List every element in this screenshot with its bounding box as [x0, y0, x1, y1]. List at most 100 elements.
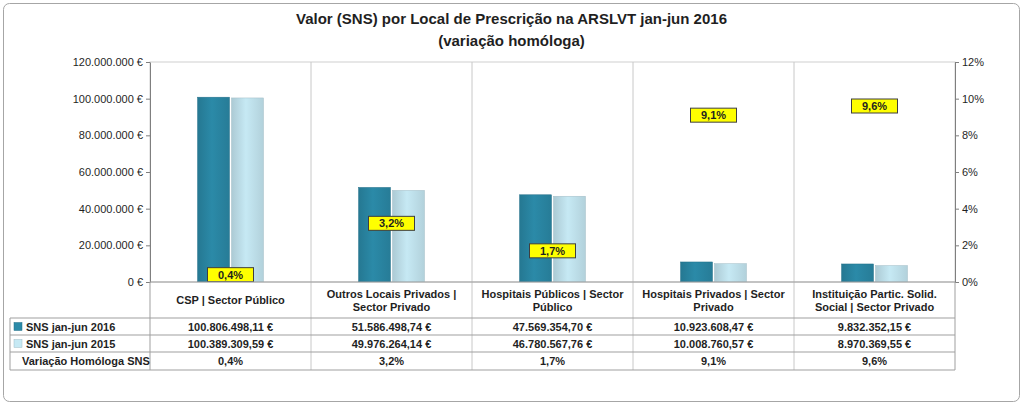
variation-box [852, 99, 898, 113]
variation-box [369, 216, 415, 230]
y2-tick: 8% [955, 129, 978, 141]
y-tick-mark [146, 172, 150, 173]
column-separator [472, 62, 473, 370]
y-tick-mark [146, 135, 150, 136]
table-rule [955, 282, 956, 370]
y-tick-label: 120.000.000 € [73, 56, 143, 68]
y-axis: 0 € 20.000.000 € 40.000.000 € 60.000.000 € 8… [73, 56, 151, 288]
y2-tick-label: 4% [962, 203, 978, 215]
table-value: 46.780.567,76 € [513, 338, 593, 350]
bar [393, 190, 425, 282]
y2-tick-label: 0% [962, 276, 978, 288]
category-label: Outros Locais Privados |Sector Privado [327, 288, 457, 313]
bar [520, 195, 552, 282]
table-value: 49.976.264,14 € [352, 338, 432, 350]
bar [842, 264, 874, 282]
category-label: Hospitais Privados | SectorPrivado [642, 288, 785, 313]
category-label: Hospitais Públicos | SectorPúblico [482, 288, 625, 313]
legend-swatch [14, 323, 22, 331]
y-tick-label: 0 € [128, 276, 143, 288]
y-tick: 20.000.000 € [79, 239, 150, 251]
table-rule [10, 370, 955, 371]
series-name: Variação Homóloga SNS [22, 355, 150, 367]
legend-swatch [14, 340, 22, 348]
variation-box [691, 108, 737, 122]
table-value: 0,4% [218, 355, 243, 367]
y-tick-label: 40.000.000 € [79, 203, 143, 215]
table-value: 10.008.760,57 € [674, 338, 754, 350]
column-separator [794, 62, 795, 370]
table-value: 8.970.369,55 € [838, 338, 911, 350]
y2-tick: 2% [955, 239, 978, 251]
table-rule [10, 318, 11, 370]
table-value: 3,2% [379, 355, 404, 367]
y-tick-label: 20.000.000 € [79, 239, 143, 251]
bar [198, 97, 230, 282]
variation-box [530, 244, 576, 258]
subtitle: (variação homóloga) [438, 32, 585, 49]
series-name: SNS jan-jun 2015 [26, 338, 115, 350]
bar [876, 266, 908, 282]
variation-label: 1,7% [540, 245, 565, 257]
variation-labels: 0,4%3,2%1,7%9,1%9,6% [218, 100, 887, 281]
y2-tick-label: 10% [962, 93, 984, 105]
y-tick: 40.000.000 € [79, 203, 150, 215]
table-value: 47.569.354,70 € [513, 321, 593, 333]
category-label: Instituição Partic. Solid.Social | Secto… [812, 288, 937, 313]
y-tick-mark [146, 245, 150, 246]
column-separator [311, 62, 312, 370]
chart: Valor (SNS) por Local de Prescrição na A… [0, 0, 1023, 405]
y2-tick-label: 12% [962, 56, 984, 68]
y-tick: 80.000.000 € [79, 129, 150, 141]
bar [232, 98, 264, 282]
table-value: 51.586.498,74 € [352, 321, 432, 333]
category-label: CSP | Sector Público [176, 294, 285, 306]
y2-tick: 4% [955, 203, 978, 215]
variation-label: 3,2% [379, 217, 404, 229]
table-value: 9,6% [862, 355, 887, 367]
y2-tick-mark [955, 172, 959, 173]
y2-tick-label: 6% [962, 166, 978, 178]
column-separator [633, 62, 634, 370]
y-tick-mark [146, 62, 150, 63]
table-value: 10.923.608,47 € [674, 321, 754, 333]
chart-frame [4, 4, 1020, 402]
y-tick-mark [146, 99, 150, 100]
variation-box [208, 268, 254, 282]
y2-tick-mark [955, 245, 959, 246]
y2-tick: 10% [955, 93, 984, 105]
table-value: 100.389.309,59 € [188, 338, 274, 350]
table-rule [150, 282, 955, 283]
y-tick-label: 60.000.000 € [79, 166, 143, 178]
y2-tick-mark [955, 99, 959, 100]
table-value: 100.806.498,11 € [188, 321, 273, 333]
variation-label: 9,6% [862, 100, 887, 112]
table-value: 1,7% [540, 355, 565, 367]
y2-tick-mark [955, 62, 959, 63]
plot-frame [150, 62, 955, 282]
y-tick-mark [146, 282, 150, 283]
table-rule [10, 318, 955, 319]
table-value: 9,1% [701, 355, 726, 367]
table-rule [10, 352, 955, 353]
y-tick-label: 100.000.000 € [73, 93, 143, 105]
series-name: SNS jan-jun 2016 [26, 321, 115, 333]
table-value: 9.832.352,15 € [838, 321, 911, 333]
y-axis-line [150, 63, 151, 283]
y-tick: 120.000.000 € [73, 56, 150, 68]
y2-tick-mark [955, 282, 959, 283]
variation-label: 0,4% [218, 269, 243, 281]
bar [715, 264, 747, 282]
y-tick: 0 € [128, 276, 150, 288]
y2-tick: 12% [955, 56, 984, 68]
bar [359, 187, 391, 282]
bar [681, 262, 713, 282]
data-table: CSP | Sector Público Outros Locais Privad… [10, 282, 955, 370]
bar [554, 196, 586, 282]
y2-tick-label: 2% [962, 239, 978, 251]
title: Valor (SNS) por Local de Prescrição na A… [296, 10, 727, 27]
plot-area [198, 97, 908, 282]
y-tick: 100.000.000 € [73, 93, 150, 105]
y2-tick: 0% [955, 276, 978, 288]
y2-tick-label: 8% [962, 129, 978, 141]
